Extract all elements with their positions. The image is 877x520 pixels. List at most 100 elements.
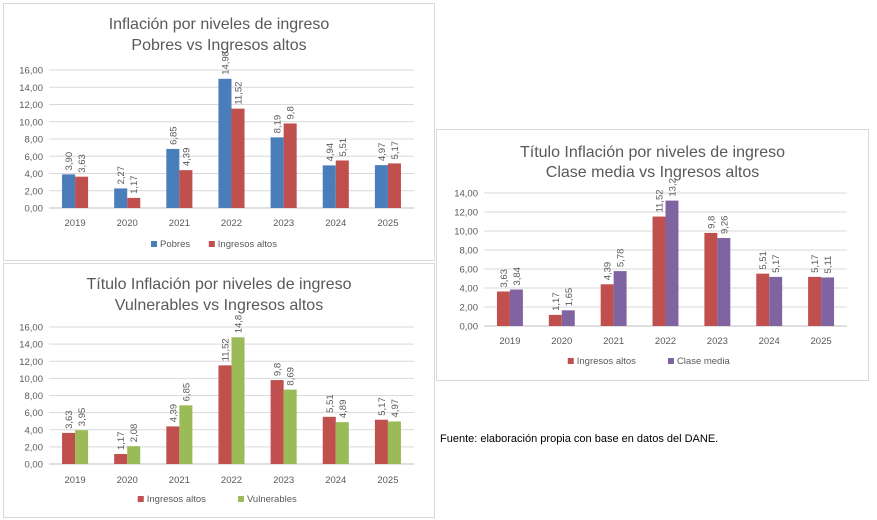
legend-swatch	[567, 358, 574, 364]
bar	[769, 276, 783, 326]
chart-plot: 0,00 2,00 4,00 6,00 8,00 10,00 12,00 14,00 16,00…	[19, 315, 414, 505]
data-label: 8,19	[273, 115, 284, 134]
data-label: 5,78	[616, 249, 627, 268]
data-label: 5,17	[810, 254, 821, 273]
bar	[561, 310, 575, 326]
legend-swatch	[137, 496, 144, 502]
y-tick-label: 2,00	[25, 442, 44, 453]
bar	[166, 426, 180, 464]
bar	[509, 289, 523, 326]
bar	[335, 160, 349, 208]
legend-label: Vulnerables	[247, 494, 297, 505]
data-label: 13,2	[667, 178, 678, 197]
chart-title: Título Inflación por niveles de ingreso	[86, 276, 352, 293]
x-tick-label: 2024	[325, 218, 346, 229]
x-tick-label: 2023	[707, 336, 728, 347]
chart-title: Título Inflación por niveles de ingreso	[519, 144, 786, 161]
y-tick-label: 8,00	[25, 391, 44, 402]
bar	[717, 238, 731, 326]
data-label: 2,08	[129, 424, 140, 443]
data-label: 11,52	[220, 338, 231, 361]
chart-plot: 0,00 2,00 4,00 6,00 8,00 10,00 12,00 14,00 2019 3…	[454, 178, 847, 367]
y-tick-label: 10,00	[19, 117, 43, 128]
legend-swatch	[667, 358, 674, 364]
y-tick-label: 14,00	[19, 83, 43, 94]
legend-swatch	[208, 241, 215, 247]
data-label: 14,98	[220, 51, 231, 75]
data-label: 5,51	[338, 138, 349, 157]
data-label: 3,63	[64, 410, 75, 429]
data-label: 4,94	[325, 143, 336, 162]
data-label: 1,17	[551, 292, 562, 311]
chart-subtitle: Clase media vs Ingresos altos	[545, 164, 760, 181]
source-note: Fuente: elaboración propia con base en d…	[440, 433, 719, 445]
bar	[387, 421, 401, 464]
x-tick-label: 2021	[603, 336, 624, 347]
y-tick-label: 8,00	[25, 135, 44, 146]
y-tick-label: 10,00	[454, 227, 478, 238]
legend-label: Clase media	[677, 356, 731, 367]
y-tick-label: 2,00	[25, 186, 44, 197]
legend-swatch	[237, 496, 244, 502]
bar	[283, 389, 297, 464]
data-label: 11,52	[234, 82, 245, 105]
x-tick-label: 2019	[499, 336, 520, 347]
bar	[127, 446, 141, 464]
y-tick-label: 12,00	[454, 208, 478, 219]
bar	[374, 165, 388, 208]
y-tick-label: 0,00	[25, 460, 44, 471]
bar	[322, 416, 336, 464]
x-tick-label: 2021	[169, 475, 190, 486]
bar	[270, 137, 284, 208]
y-tick-label: 16,00	[19, 66, 43, 77]
bar	[652, 216, 666, 326]
y-tick-label: 8,00	[460, 246, 479, 257]
y-tick-label: 0,00	[25, 204, 44, 215]
x-tick-label: 2022	[221, 218, 242, 229]
data-label: 4,89	[338, 400, 349, 419]
data-label: 3,84	[512, 267, 523, 286]
chart-vulnerables-vs-ingresos-altos: Título Inflación por niveles de ingreso …	[3, 263, 435, 518]
bar	[808, 276, 822, 326]
x-tick-label: 2019	[65, 475, 86, 486]
chart-plot: 0,00 2,00 4,00 6,00 8,00 10,00 12,00 14,00 16,00…	[19, 51, 414, 250]
bar	[179, 170, 193, 208]
x-tick-label: 2021	[169, 218, 190, 229]
data-label: 8,69	[286, 367, 297, 386]
y-tick-label: 12,00	[19, 357, 43, 368]
y-tick-label: 10,00	[19, 374, 43, 385]
x-tick-label: 2024	[325, 475, 346, 486]
chart-pobres-vs-ingresos-altos: Inflación por niveles de ingreso Pobres …	[3, 3, 435, 261]
x-tick-label: 2020	[551, 336, 572, 347]
data-label: 4,39	[603, 262, 614, 281]
chart-clase-media-vs-ingresos-altos: Título Inflación por niveles de ingreso …	[436, 129, 869, 381]
y-tick-label: 4,00	[25, 169, 44, 180]
bar	[335, 422, 349, 464]
data-label: 5,17	[377, 397, 388, 416]
y-tick-label: 4,00	[460, 284, 479, 295]
bar	[613, 271, 627, 326]
y-tick-label: 2,00	[460, 303, 479, 314]
x-tick-label: 2020	[117, 475, 138, 486]
bar	[600, 284, 614, 326]
legend-label: Pobres	[160, 239, 190, 250]
data-label: 5,51	[758, 251, 769, 270]
data-label: 3,95	[77, 408, 88, 427]
chart-subtitle: Vulnerables vs Ingresos altos	[114, 297, 324, 314]
x-tick-label: 2023	[273, 475, 294, 486]
bar	[231, 108, 245, 208]
data-label: 14,8	[234, 315, 245, 334]
bar	[114, 188, 128, 208]
bar	[114, 453, 128, 464]
data-label: 2,27	[116, 166, 127, 185]
data-label: 1,17	[116, 431, 127, 450]
y-tick-label: 12,00	[19, 100, 43, 111]
bar	[821, 277, 835, 326]
data-label: 1,17	[129, 175, 140, 194]
y-tick-label: 6,00	[460, 265, 479, 276]
y-tick-label: 6,00	[25, 152, 44, 163]
bar	[387, 163, 401, 208]
y-tick-label: 16,00	[19, 323, 43, 334]
bar	[374, 419, 388, 464]
chart-subtitle: Pobres vs Ingresos altos	[131, 37, 307, 54]
